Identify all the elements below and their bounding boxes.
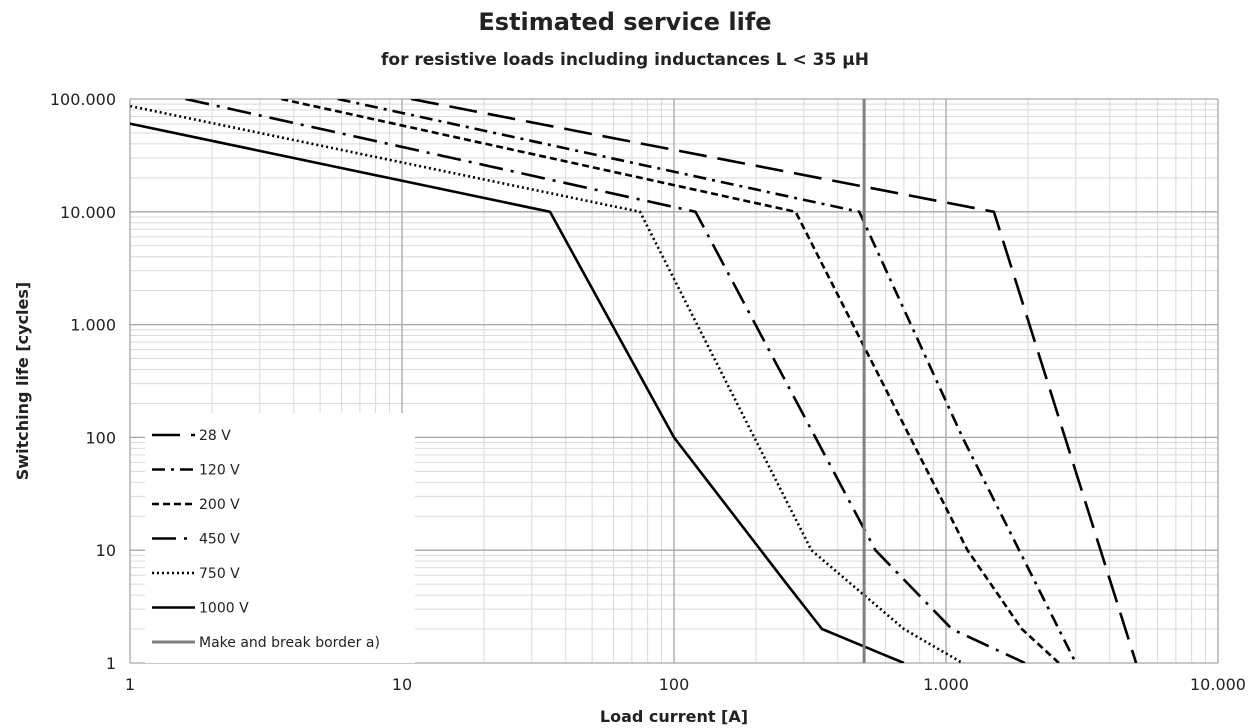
x-tick-label: 100 bbox=[659, 675, 690, 694]
x-tick-label: 10.000 bbox=[1190, 675, 1246, 694]
series-line-450-v bbox=[185, 99, 1026, 663]
y-tick-label: 10 bbox=[96, 541, 116, 560]
y-tick-label: 1 bbox=[106, 654, 116, 673]
series-line-1000-v bbox=[130, 122, 905, 663]
y-tick-label: 10.000 bbox=[60, 203, 116, 222]
y-tick-labels: 1 10 100 1.000 10.000 100.000 bbox=[50, 90, 116, 673]
y-axis-title: Switching life [cycles] bbox=[13, 282, 32, 480]
legend-label: 200 V bbox=[199, 497, 240, 513]
series-line-200-v bbox=[281, 99, 1060, 663]
y-tick-label: 100.000 bbox=[50, 90, 116, 109]
legend-box bbox=[145, 413, 415, 663]
legend-label: 120 V bbox=[199, 463, 240, 479]
legend-label: 750 V bbox=[199, 566, 240, 582]
series-line-750-v bbox=[130, 104, 964, 663]
legend-label: 450 V bbox=[199, 532, 240, 548]
series-line-28-v bbox=[410, 99, 1138, 663]
x-axis-title: Load current [A] bbox=[600, 707, 748, 726]
legend: 28 V 120 V 200 V 450 V 750 V 1000 V Make and b… bbox=[145, 413, 415, 663]
series-layer bbox=[130, 99, 1138, 663]
legend-label: Make and break border a) bbox=[199, 635, 380, 651]
legend-label: 1000 V bbox=[199, 601, 249, 617]
x-tick-label: 1 bbox=[125, 675, 135, 694]
y-tick-label: 1.000 bbox=[70, 316, 116, 335]
chart-title: Estimated service life bbox=[478, 8, 772, 36]
y-tick-label: 100 bbox=[85, 428, 116, 447]
x-tick-label: 1.000 bbox=[923, 675, 969, 694]
chart-subtitle: for resistive loads including inductance… bbox=[381, 50, 869, 70]
x-tick-label: 10 bbox=[392, 675, 412, 694]
x-tick-labels: 1 10 100 1.000 10.000 bbox=[125, 675, 1246, 694]
legend-label: 28 V bbox=[199, 428, 231, 444]
series-line-120-v bbox=[337, 99, 1077, 663]
